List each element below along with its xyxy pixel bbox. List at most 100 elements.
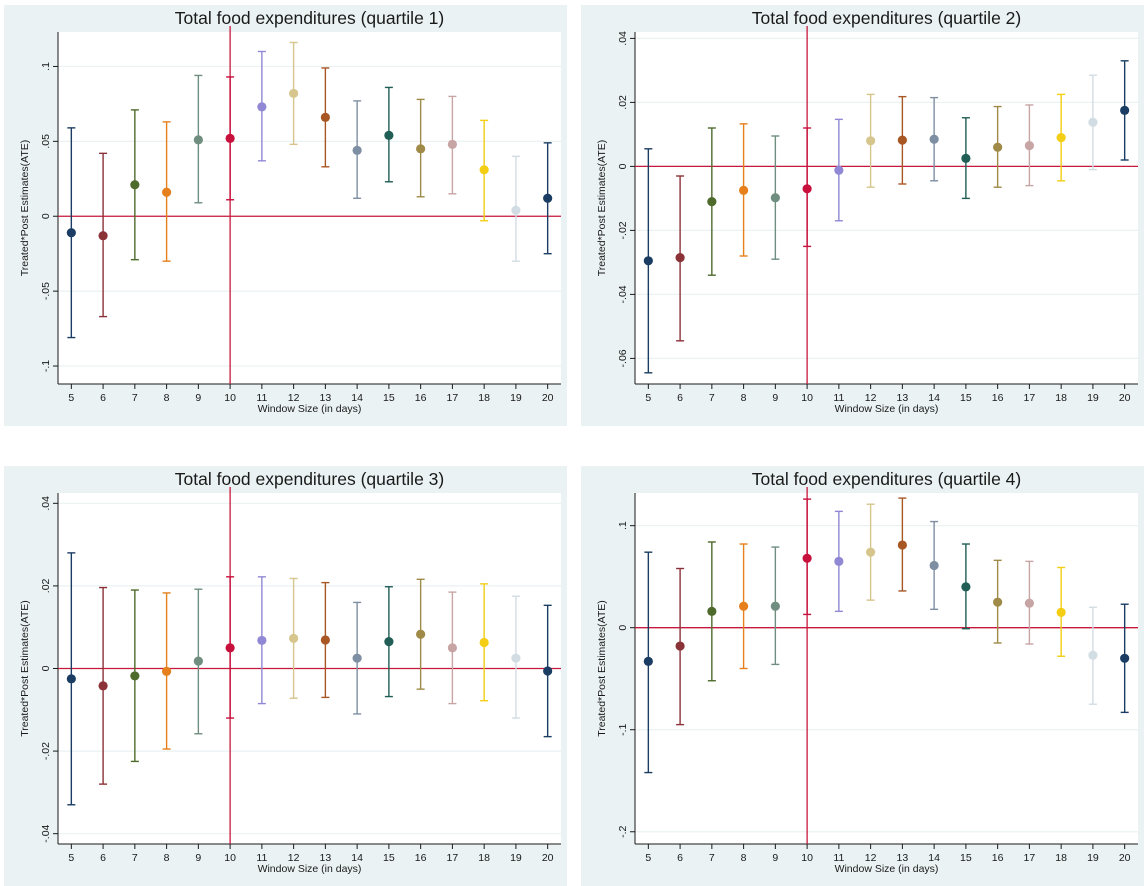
y-tick-label: .04: [617, 31, 629, 46]
estimate-8: [162, 121, 172, 262]
x-tick-label: 11: [833, 392, 844, 404]
x-tick-label: 15: [960, 852, 972, 864]
chart-title: Total food expenditures (quartile 4): [752, 469, 1021, 489]
y-tick-label: .05: [40, 134, 52, 149]
x-tick-label: 15: [960, 392, 972, 404]
chart-title: Total food expenditures (quartile 1): [175, 8, 444, 28]
x-tick-label: 12: [288, 852, 300, 864]
point-estimate: [961, 582, 971, 592]
estimate-5: [66, 127, 76, 339]
estimate-19: [1088, 74, 1098, 171]
x-axis-label: Window Size (in days): [258, 403, 362, 415]
estimate-18: [479, 119, 489, 222]
estimate-6: [98, 586, 108, 785]
estimate-12: [866, 93, 876, 188]
chart-quartile-3: -.04 -.02 0 .02 .04 5 6 7 8 9 10 11 12 13 14 15 16 17 18 19…: [19, 469, 561, 875]
x-tick-label: 13: [320, 852, 332, 864]
point-estimate: [897, 540, 907, 550]
x-tick-label: 10: [801, 852, 813, 864]
estimate-10: [802, 127, 812, 248]
x-tick-label: 11: [256, 392, 267, 404]
x-tick-label: 16: [415, 852, 427, 864]
point-estimate: [193, 656, 203, 666]
point-estimate: [447, 643, 457, 653]
point-estimate: [929, 560, 939, 571]
x-tick-label: 5: [68, 392, 74, 404]
x-axis-label: Window Size (in days): [835, 403, 939, 415]
estimate-11: [834, 118, 844, 222]
point-estimate: [929, 134, 939, 144]
x-tick-label: 13: [897, 392, 909, 404]
point-estimate: [993, 597, 1003, 607]
x-tick-label: 20: [542, 392, 554, 404]
y-tick-label: .1: [40, 62, 52, 71]
estimate-7: [130, 589, 140, 763]
point-estimate: [1024, 598, 1034, 608]
x-tick-label: 10: [224, 852, 236, 864]
estimate-15: [384, 586, 394, 698]
estimate-10: [802, 498, 812, 616]
x-tick-label: 17: [1024, 852, 1036, 864]
estimate-11: [257, 50, 267, 162]
x-tick-label: 20: [542, 852, 554, 864]
point-estimate: [289, 633, 299, 643]
estimate-18: [1056, 93, 1066, 182]
y-tick-label: -.02: [40, 742, 52, 760]
point-estimate: [643, 656, 653, 666]
x-tick-label: 6: [677, 392, 683, 404]
x-tick-label: 19: [510, 392, 522, 404]
point-estimate: [675, 253, 685, 263]
estimate-5: [66, 552, 76, 806]
y-axis-label: Treated*Post Estimates(ATE): [596, 140, 608, 277]
y-axis-label: Treated*Post Estimates(ATE): [19, 600, 31, 737]
x-tick-label: 10: [224, 392, 236, 404]
estimate-14: [929, 96, 939, 182]
estimate-8: [739, 543, 749, 670]
point-estimate: [834, 556, 844, 566]
estimate-16: [416, 98, 426, 198]
point-estimate: [993, 142, 1003, 152]
point-estimate: [897, 135, 907, 145]
estimate-17: [447, 591, 457, 705]
estimate-19: [511, 155, 521, 262]
y-tick-label: -.05: [40, 282, 52, 300]
x-tick-label: 19: [510, 852, 522, 864]
estimate-20: [1120, 603, 1130, 714]
estimate-13: [897, 95, 907, 185]
x-tick-label: 14: [351, 852, 363, 864]
point-estimate: [834, 165, 844, 175]
estimate-16: [416, 578, 426, 690]
point-estimate: [1120, 105, 1130, 115]
estimate-12: [289, 577, 299, 699]
point-estimate: [1120, 653, 1130, 663]
y-tick-label: .1: [617, 521, 629, 530]
x-tick-label: 6: [677, 852, 683, 864]
estimate-20: [543, 142, 553, 255]
estimate-11: [257, 576, 267, 705]
y-tick-label: .04: [40, 496, 52, 511]
estimate-10: [225, 576, 235, 719]
x-tick-label: 17: [447, 392, 459, 404]
x-tick-label: 5: [645, 392, 651, 404]
x-tick-label: 15: [383, 852, 395, 864]
x-tick-label: 5: [68, 852, 74, 864]
point-estimate: [675, 641, 685, 651]
x-tick-label: 6: [100, 392, 106, 404]
estimate-7: [707, 127, 717, 276]
estimate-9: [193, 74, 203, 204]
point-estimate: [416, 144, 426, 154]
x-tick-label: 8: [741, 392, 747, 404]
chart-panel-quartile-2: -.06 -.04 -.02 0 .02 .04 5 6 7 8 9 10 11 12 13 14 15 16 17…: [581, 5, 1144, 426]
point-estimate: [162, 187, 172, 197]
x-tick-label: 15: [383, 392, 395, 404]
x-tick-label: 18: [1055, 392, 1067, 404]
x-tick-label: 18: [1055, 852, 1067, 864]
x-tick-label: 14: [351, 392, 363, 404]
point-estimate: [866, 136, 876, 146]
point-estimate: [1056, 607, 1066, 617]
x-tick-label: 9: [772, 392, 778, 404]
x-tick-label: 7: [709, 852, 715, 864]
x-tick-label: 7: [132, 852, 138, 864]
point-estimate: [352, 653, 362, 663]
estimate-18: [1056, 566, 1066, 657]
